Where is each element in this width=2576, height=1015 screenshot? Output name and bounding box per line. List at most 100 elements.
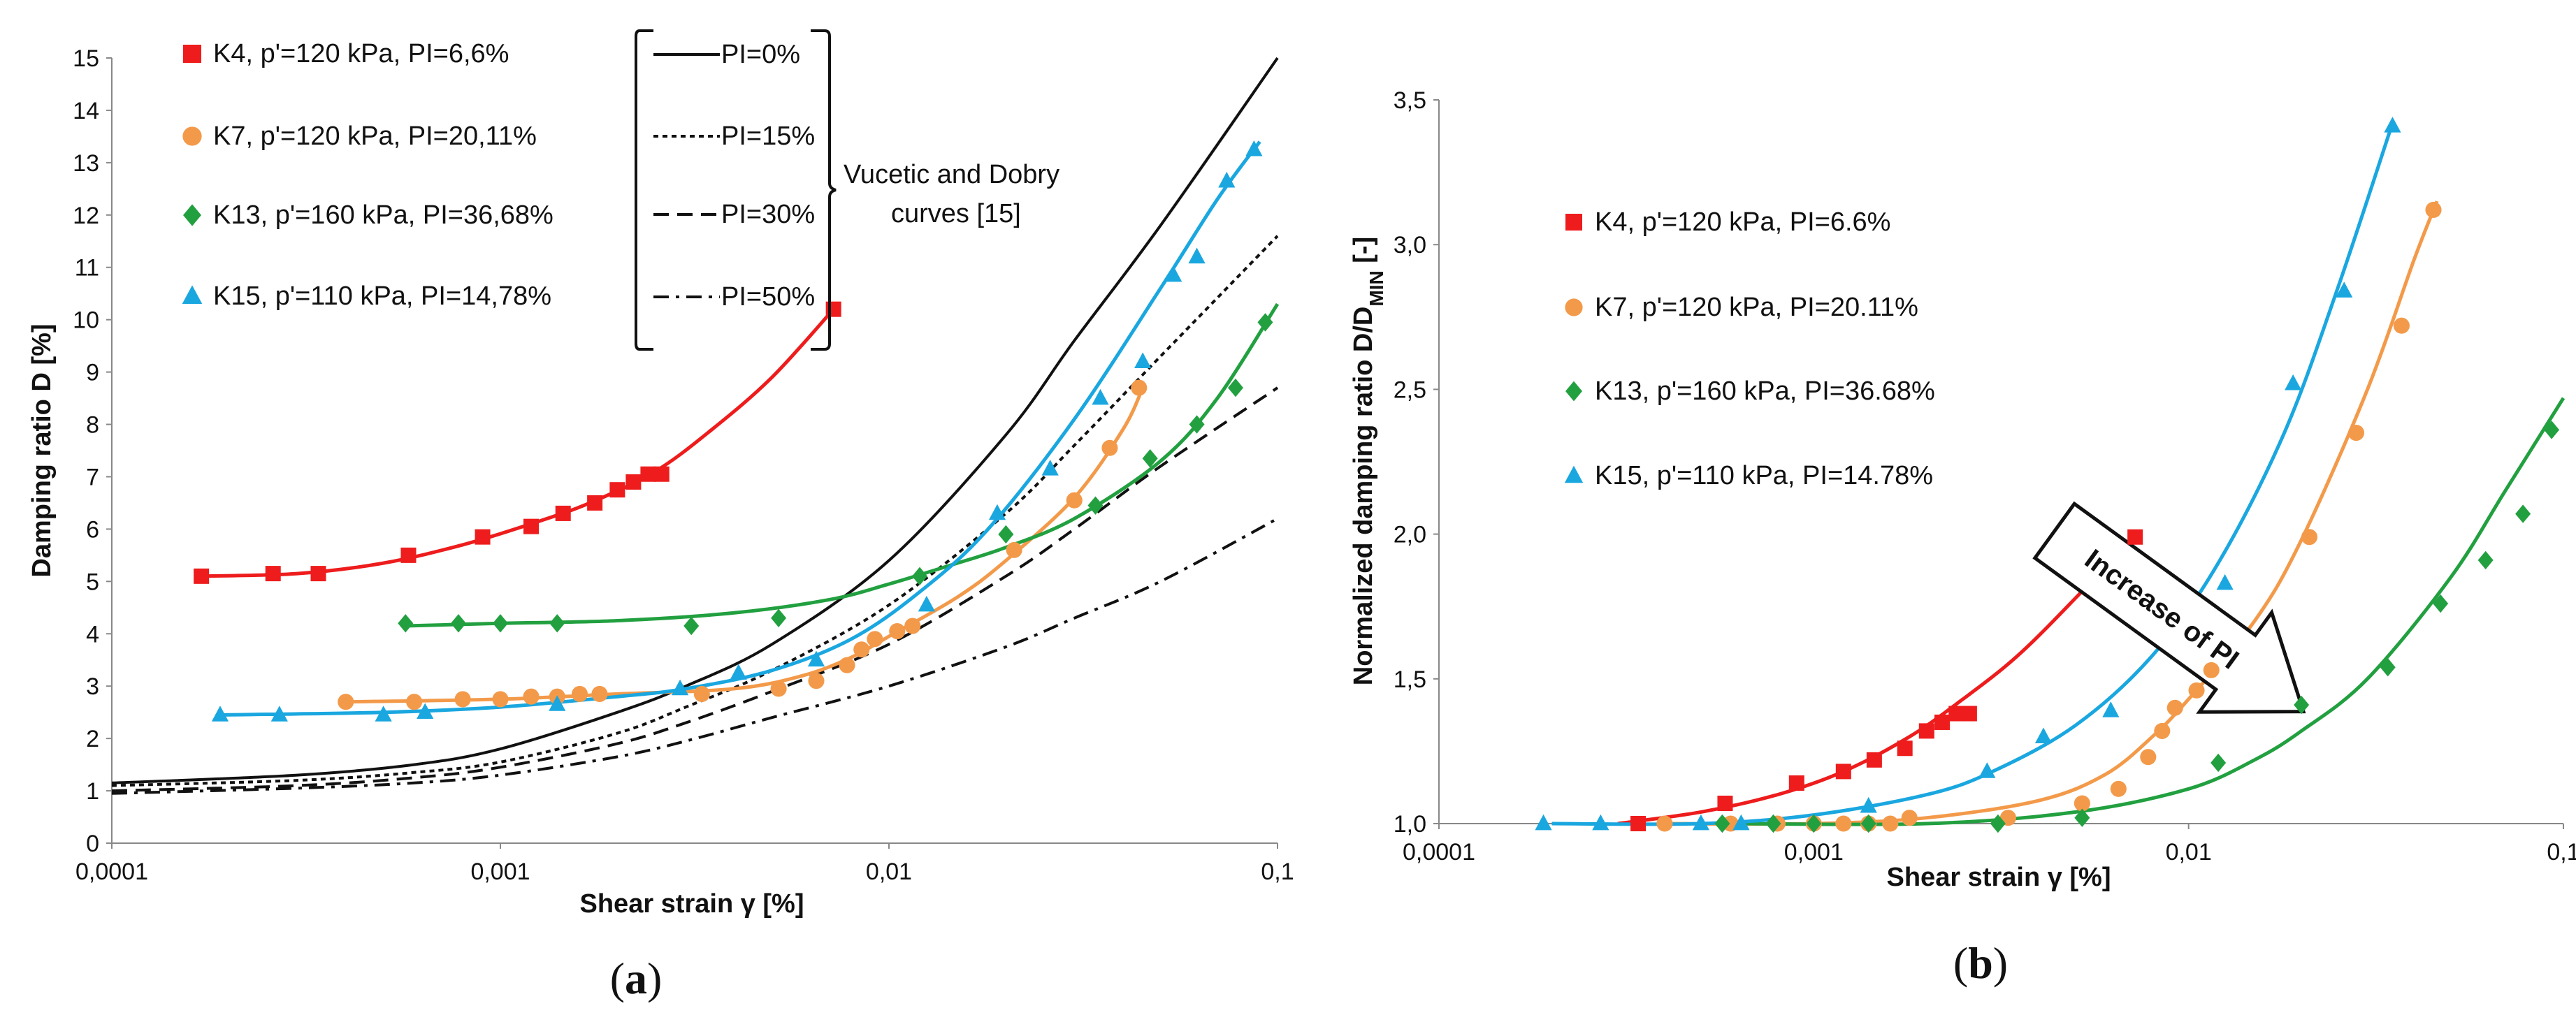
legend-entry: K7, p'=120 kPa, PI=20,11% bbox=[213, 122, 537, 151]
data-point bbox=[912, 567, 928, 586]
data-point bbox=[2477, 550, 2494, 570]
data-point bbox=[1131, 379, 1148, 396]
y-tick-label: 14 bbox=[73, 98, 99, 124]
data-point bbox=[640, 466, 656, 482]
data-point bbox=[693, 685, 710, 702]
data-point bbox=[375, 706, 392, 722]
legend-entry: PI=0% bbox=[721, 40, 800, 69]
y-tick-label: 6 bbox=[86, 516, 99, 543]
legend-marker bbox=[182, 285, 203, 305]
x-tick-label: 0,001 bbox=[470, 859, 530, 885]
data-point bbox=[1656, 815, 1673, 832]
data-point bbox=[2188, 682, 2205, 699]
data-point bbox=[671, 679, 689, 696]
fit-curve bbox=[1730, 397, 2566, 826]
x-tick-label: 0,01 bbox=[2166, 839, 2212, 866]
legend-entry: K4, p'=120 kPa, PI=6.6% bbox=[1595, 207, 1890, 237]
data-point bbox=[1948, 706, 1964, 722]
chart-panel-b: 1,0 1,5 2,0 2,5 3,0 3,5 0,0001 0,001 0,01 0,1 Shea… bbox=[1349, 87, 2576, 988]
y-tick-label: 5 bbox=[86, 569, 99, 595]
legend-marker bbox=[1565, 298, 1583, 316]
data-point bbox=[853, 641, 870, 658]
data-point bbox=[807, 650, 825, 667]
increase-arrow: Increase of PI bbox=[2032, 501, 2306, 714]
arrow-shape bbox=[2032, 501, 2306, 714]
data-point bbox=[555, 505, 571, 521]
y-tick-label: 1,5 bbox=[1394, 666, 1426, 693]
data-point bbox=[1218, 171, 1236, 188]
legend-entry: PI=15% bbox=[721, 122, 815, 151]
y-tick-label: 8 bbox=[86, 412, 99, 439]
data-point bbox=[1882, 815, 1899, 832]
fit-curve bbox=[219, 140, 1261, 717]
data-point bbox=[2336, 282, 2353, 298]
data-point bbox=[398, 614, 414, 633]
data-point bbox=[1692, 814, 1709, 831]
reference-curves-label: curves [15] bbox=[891, 199, 1021, 228]
reference-curve bbox=[111, 517, 1278, 795]
data-point bbox=[1245, 140, 1263, 156]
data-point bbox=[1092, 388, 1109, 405]
data-point bbox=[1630, 816, 1647, 831]
legend-entry: K4, p'=120 kPa, PI=6,6% bbox=[213, 39, 509, 68]
legend-entry: K7, p'=120 kPa, PI=20.11% bbox=[1595, 293, 1918, 322]
fit-curve bbox=[405, 302, 1280, 628]
data-point bbox=[2216, 574, 2234, 590]
y-tick-label: 11 bbox=[75, 255, 99, 282]
data-point bbox=[2393, 317, 2410, 334]
x-axis-label: Shear strain γ [%] bbox=[1887, 863, 2111, 892]
data-point bbox=[2154, 722, 2171, 739]
y-tick-label: 1 bbox=[86, 778, 99, 805]
data-point bbox=[587, 495, 603, 511]
data-point bbox=[1765, 814, 1781, 833]
data-point bbox=[549, 695, 566, 711]
data-point bbox=[2294, 695, 2310, 715]
data-point bbox=[889, 622, 906, 640]
data-point bbox=[523, 518, 540, 534]
data-point bbox=[2034, 727, 2053, 744]
legend-entry: K13, p'=160 kPa, PI=36.68% bbox=[1595, 377, 1935, 406]
data-point bbox=[591, 685, 608, 702]
y-tick-label: 10 bbox=[73, 307, 99, 334]
data-point bbox=[265, 566, 281, 582]
data-point bbox=[1860, 796, 1877, 813]
y-tick-label: 2,0 bbox=[1394, 522, 1426, 548]
legend-marker bbox=[183, 45, 201, 63]
data-point bbox=[454, 691, 471, 708]
data-point bbox=[730, 664, 747, 680]
data-point bbox=[2515, 504, 2531, 523]
data-point bbox=[1006, 541, 1022, 558]
data-point bbox=[2127, 529, 2143, 545]
data-point bbox=[1165, 265, 1182, 282]
y-tick-label: 2,5 bbox=[1394, 377, 1426, 403]
y-tick-label: 3 bbox=[86, 673, 99, 700]
legend-bracket-right bbox=[811, 29, 837, 351]
data-point bbox=[1918, 723, 1934, 739]
data-point bbox=[2425, 201, 2442, 219]
y-axis-label: Damping ratio D [%] bbox=[27, 323, 57, 577]
data-point bbox=[1101, 439, 1118, 456]
legend-marker bbox=[183, 204, 201, 226]
data-point bbox=[338, 694, 354, 710]
reference-curve bbox=[111, 57, 1279, 784]
data-point bbox=[2102, 701, 2120, 717]
y-tick-label: 15 bbox=[73, 45, 99, 72]
data-point bbox=[194, 568, 210, 584]
panel-label: (a) bbox=[610, 954, 663, 1003]
data-point bbox=[683, 616, 700, 636]
y-tick-label: 13 bbox=[73, 150, 99, 177]
data-point bbox=[1978, 762, 1996, 778]
data-point bbox=[2544, 421, 2560, 439]
y-tick-label: 0 bbox=[86, 831, 99, 857]
data-point bbox=[918, 595, 935, 612]
data-point bbox=[1717, 795, 1733, 811]
legend-bracket-left bbox=[635, 29, 653, 351]
data-point bbox=[400, 547, 417, 563]
legend-entry: PI=30% bbox=[721, 200, 815, 229]
x-tick-label: 0,0001 bbox=[1403, 839, 1475, 866]
data-point bbox=[1897, 740, 1913, 757]
data-point bbox=[1535, 814, 1552, 831]
legend-marker bbox=[1564, 465, 1584, 483]
data-point bbox=[1257, 313, 1273, 332]
